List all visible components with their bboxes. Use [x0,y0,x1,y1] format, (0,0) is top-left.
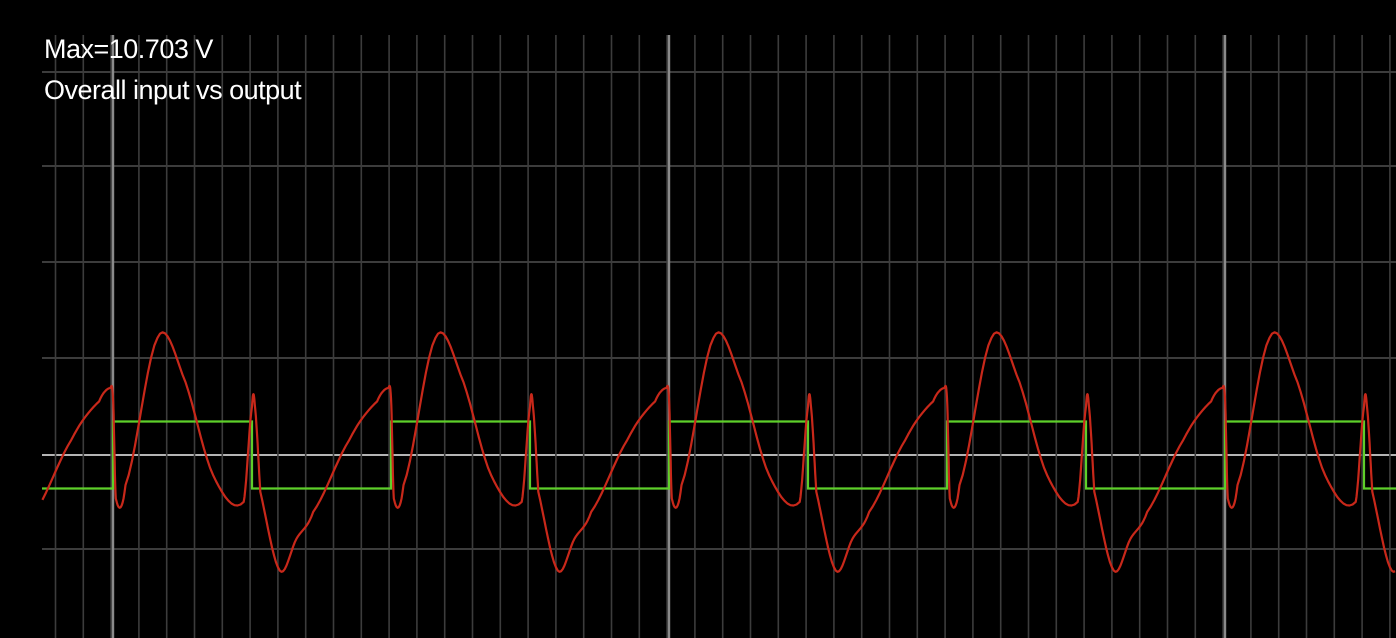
output-waveform [41,331,1396,573]
traces [41,331,1396,573]
max-voltage-readout: Max=10.703 V [44,34,213,64]
grid [42,35,1396,638]
plot-title: Overall input vs output [44,75,302,105]
input-square-wave [42,420,1396,490]
